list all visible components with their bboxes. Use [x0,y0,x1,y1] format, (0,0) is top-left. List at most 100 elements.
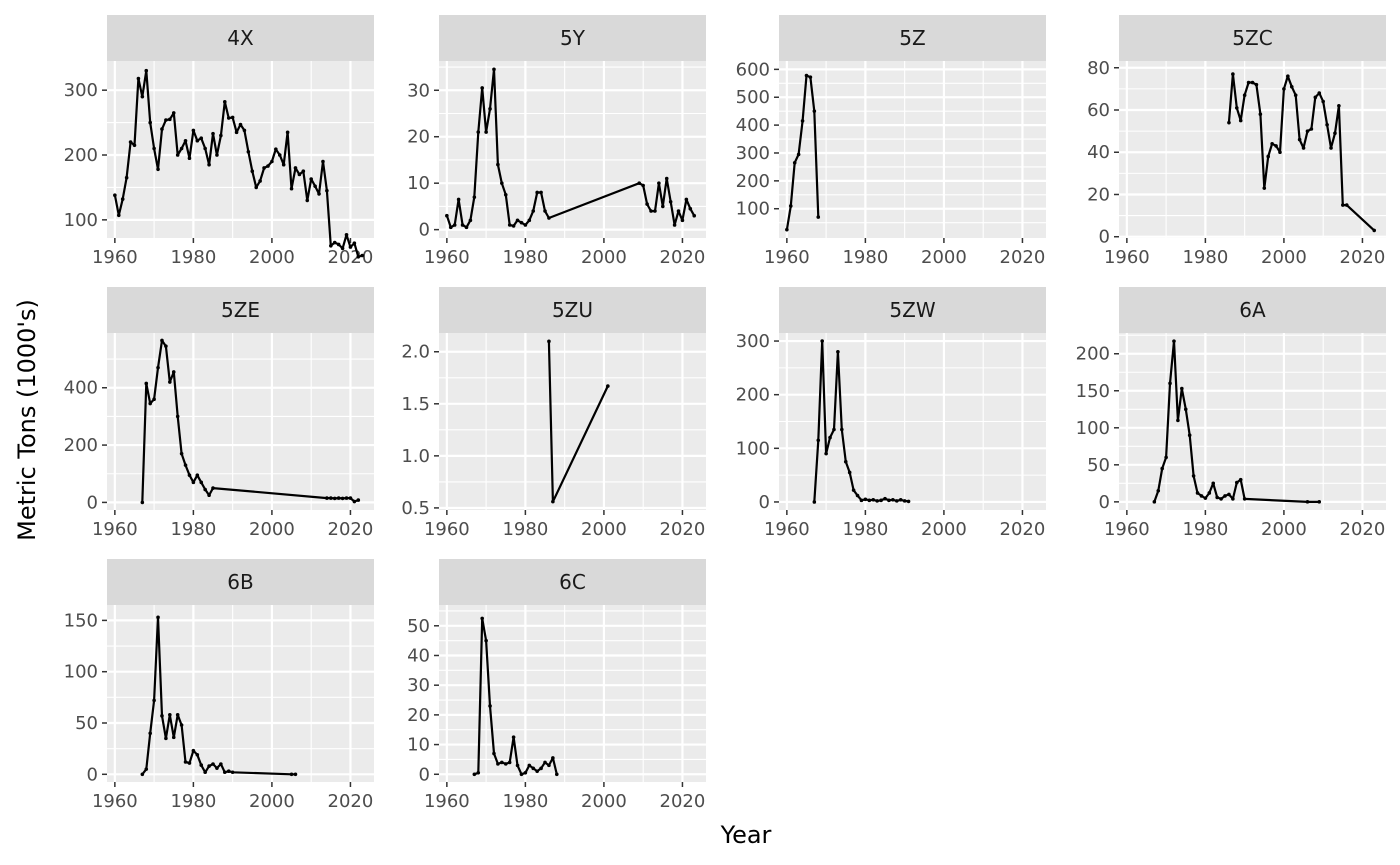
data-point [523,223,528,227]
data-point [211,762,215,766]
data-point [511,224,516,228]
data-point [164,344,168,348]
x-tick-label: 2020 [1340,247,1386,268]
data-point [468,218,473,223]
data-point [804,73,809,78]
data-point [527,763,532,768]
data-point [230,115,235,120]
data-point [179,723,184,727]
data-point [1297,137,1302,142]
x-tick-label: 1960 [1104,247,1150,268]
data-point [664,176,669,181]
data-point [1160,466,1164,471]
data-point [688,206,693,211]
facet-panel-6c: 6C 1960 1980 2000 2020 0 10 20 30 40 50 [407,559,706,812]
data-point [325,496,329,500]
data-point [645,202,649,206]
x-tick-label: 2020 [1000,519,1046,540]
data-point [156,615,160,620]
data-point [547,216,551,220]
facet-label: 6B [227,570,253,594]
data-point [1372,228,1377,233]
data-point [507,760,512,765]
facet-label: 5ZW [889,298,935,322]
data-point [187,473,192,477]
data-point [547,763,551,768]
data-point [352,241,357,245]
data-point [554,772,559,777]
data-point [879,498,883,503]
data-point [653,209,657,213]
x-tick-label: 2020 [660,791,706,812]
series-line [445,68,696,229]
x-tick-label: 2000 [1261,519,1307,540]
data-point [215,153,219,157]
data-point [171,111,176,115]
data-point [352,499,357,504]
x-tick-label: 2000 [921,247,967,268]
facet-panel-5ze: 5ZE 1960 1980 2000 2020 0 200 400 [64,287,374,540]
facet-panel-5zc: 5ZC 1960 1980 2000 2020 0 20 40 60 80 [1087,15,1386,268]
data-point [191,128,196,133]
facet-strip [107,287,374,333]
data-point [1242,497,1247,501]
data-point [812,500,817,504]
data-point [175,153,180,157]
data-point [203,487,207,492]
data-point [851,488,856,492]
data-point [203,770,207,775]
data-point [1301,146,1306,150]
data-point [270,159,274,164]
data-point [148,731,152,736]
data-point [309,177,313,181]
x-tick-label: 2000 [249,791,295,812]
data-point [460,223,465,227]
y-tick-label: 20 [407,705,430,726]
data-point [515,218,520,223]
y-tick-label: 100 [1076,418,1110,439]
y-tick-label: 20 [407,127,430,148]
data-point [816,438,821,443]
x-tick-label: 1960 [424,519,470,540]
facet-panel-4x: 4X 1960 1980 2000 2020 100 200 300 [64,15,374,268]
data-point [1152,500,1157,504]
data-point [539,190,543,195]
facet-label: 4X [227,26,254,50]
data-point [649,209,653,213]
data-point [1227,120,1231,125]
x-tick-label: 2000 [581,791,627,812]
x-tick-label: 2000 [1261,247,1307,268]
panel-background [107,333,374,510]
x-tick-label: 1980 [170,519,216,540]
data-point [1309,127,1314,131]
data-point [1337,103,1341,108]
data-point [1234,106,1239,110]
facet-label: 5ZU [552,298,593,322]
data-point [281,162,286,167]
data-point [1215,495,1219,500]
data-point [183,463,188,467]
data-point [887,498,891,503]
data-point [144,68,149,73]
data-point [168,712,172,717]
data-point [1164,455,1168,460]
facet-panel-5zu: 5ZU 1960 1980 2000 2020 0.5 1.0 1.5 2.0 [401,287,706,540]
data-point [1258,112,1263,117]
data-point [274,147,278,151]
data-point [329,243,333,248]
data-point [301,169,306,174]
data-point [1172,339,1176,343]
panel-background [439,605,706,782]
data-point [527,218,532,223]
data-point [1305,129,1310,133]
y-tick-label: 30 [407,80,430,101]
x-tick-label: 1960 [1104,519,1150,540]
data-point [551,756,555,760]
y-tick-label: 40 [407,645,430,666]
x-tick-label: 1980 [1182,247,1228,268]
y-axis-title: Metric Tons (1000's) [13,299,41,541]
data-point [1321,99,1325,104]
data-point [297,172,302,177]
x-tick-label: 1960 [92,519,138,540]
series-line [141,339,359,503]
